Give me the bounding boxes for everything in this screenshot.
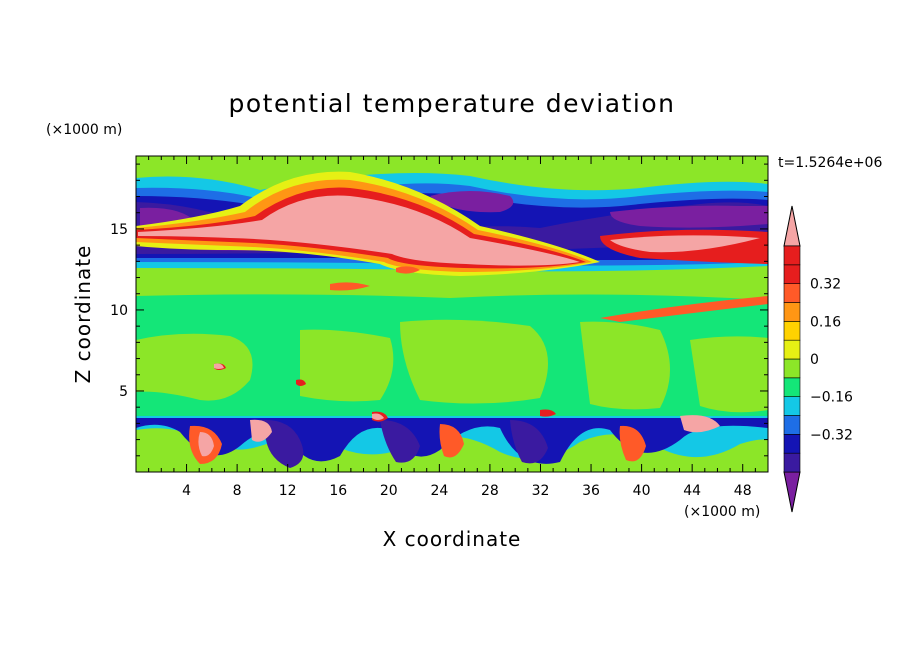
y-tick-label: 5 [119,384,128,400]
x-tick-label: 4 [182,483,191,499]
x-tick-label: 24 [430,483,448,499]
y-tick-label: 10 [110,303,128,319]
colorbar-swatch [783,358,801,379]
field-contours [136,156,768,472]
contour-mid-patch-left [136,333,253,401]
colorbar-label: 0.32 [810,277,841,293]
colorbar-label: −0.16 [810,390,853,406]
x-tick-label: 32 [532,483,550,499]
x-axis: 4 8 12 16 20 24 28 32 36 40 44 48 [148,156,756,499]
colorbar-swatch [783,321,801,341]
plot-area [136,156,768,472]
x-tick-label: 36 [582,483,600,499]
x-tick-label: 20 [380,483,398,499]
x-tick-label: 48 [734,483,752,499]
colorbar-under-arrow [783,471,801,513]
contour-right-tail [600,296,768,322]
colorbar-swatch [783,339,801,360]
colorbar-swatch [783,264,801,284]
y-tick-label: 15 [110,222,128,238]
colorbar-swatch [783,283,801,303]
x-tick-label: 28 [481,483,499,499]
x-unit-label: (×1000 m) [684,504,760,520]
time-label: t=1.5264e+06 [778,155,882,171]
contour-pink-warm [138,195,580,266]
x-tick-label: 16 [329,483,347,499]
x-tick-label: 12 [279,483,297,499]
contour-mid-patch-edge [690,336,768,413]
colorbar-label: −0.32 [810,427,853,443]
colorbar: 0.32 0.16 0 −0.16 −0.32 [783,205,853,513]
contour-pink-right [610,235,760,253]
x-tick-label: 44 [683,483,701,499]
chart-title: potential temperature deviation [229,89,676,118]
y-unit-label: (×1000 m) [46,122,122,138]
colorbar-swatch [783,245,801,266]
colorbar-swatch [783,396,801,416]
colorbar-over-arrow [783,205,801,247]
colorbar-swatch [783,452,801,473]
contour-violet-top [430,191,514,213]
colorbar-swatch [783,302,801,322]
y-axis: 5 10 15 [110,163,768,457]
contour-boundary-purple [260,419,548,468]
contour-violet-right [610,205,768,228]
colorbar-swatch [783,377,801,397]
colorbar-label: 0 [810,352,819,368]
colorbar-label: 0.16 [810,314,841,330]
x-tick-label: 40 [633,483,651,499]
contour-mid-patch-center [300,329,394,402]
contour-mid-patch-far [580,321,670,410]
x-axis-label: X coordinate [383,527,522,551]
y-axis-label: Z coordinate [71,245,95,384]
contour-warm-dots [330,266,420,291]
contour-boundary-navy [136,418,768,464]
x-tick-label: 8 [233,483,242,499]
contour-mid-patch-right [400,319,548,404]
colorbar-swatch [783,415,801,435]
colorbar-swatch [783,434,801,454]
